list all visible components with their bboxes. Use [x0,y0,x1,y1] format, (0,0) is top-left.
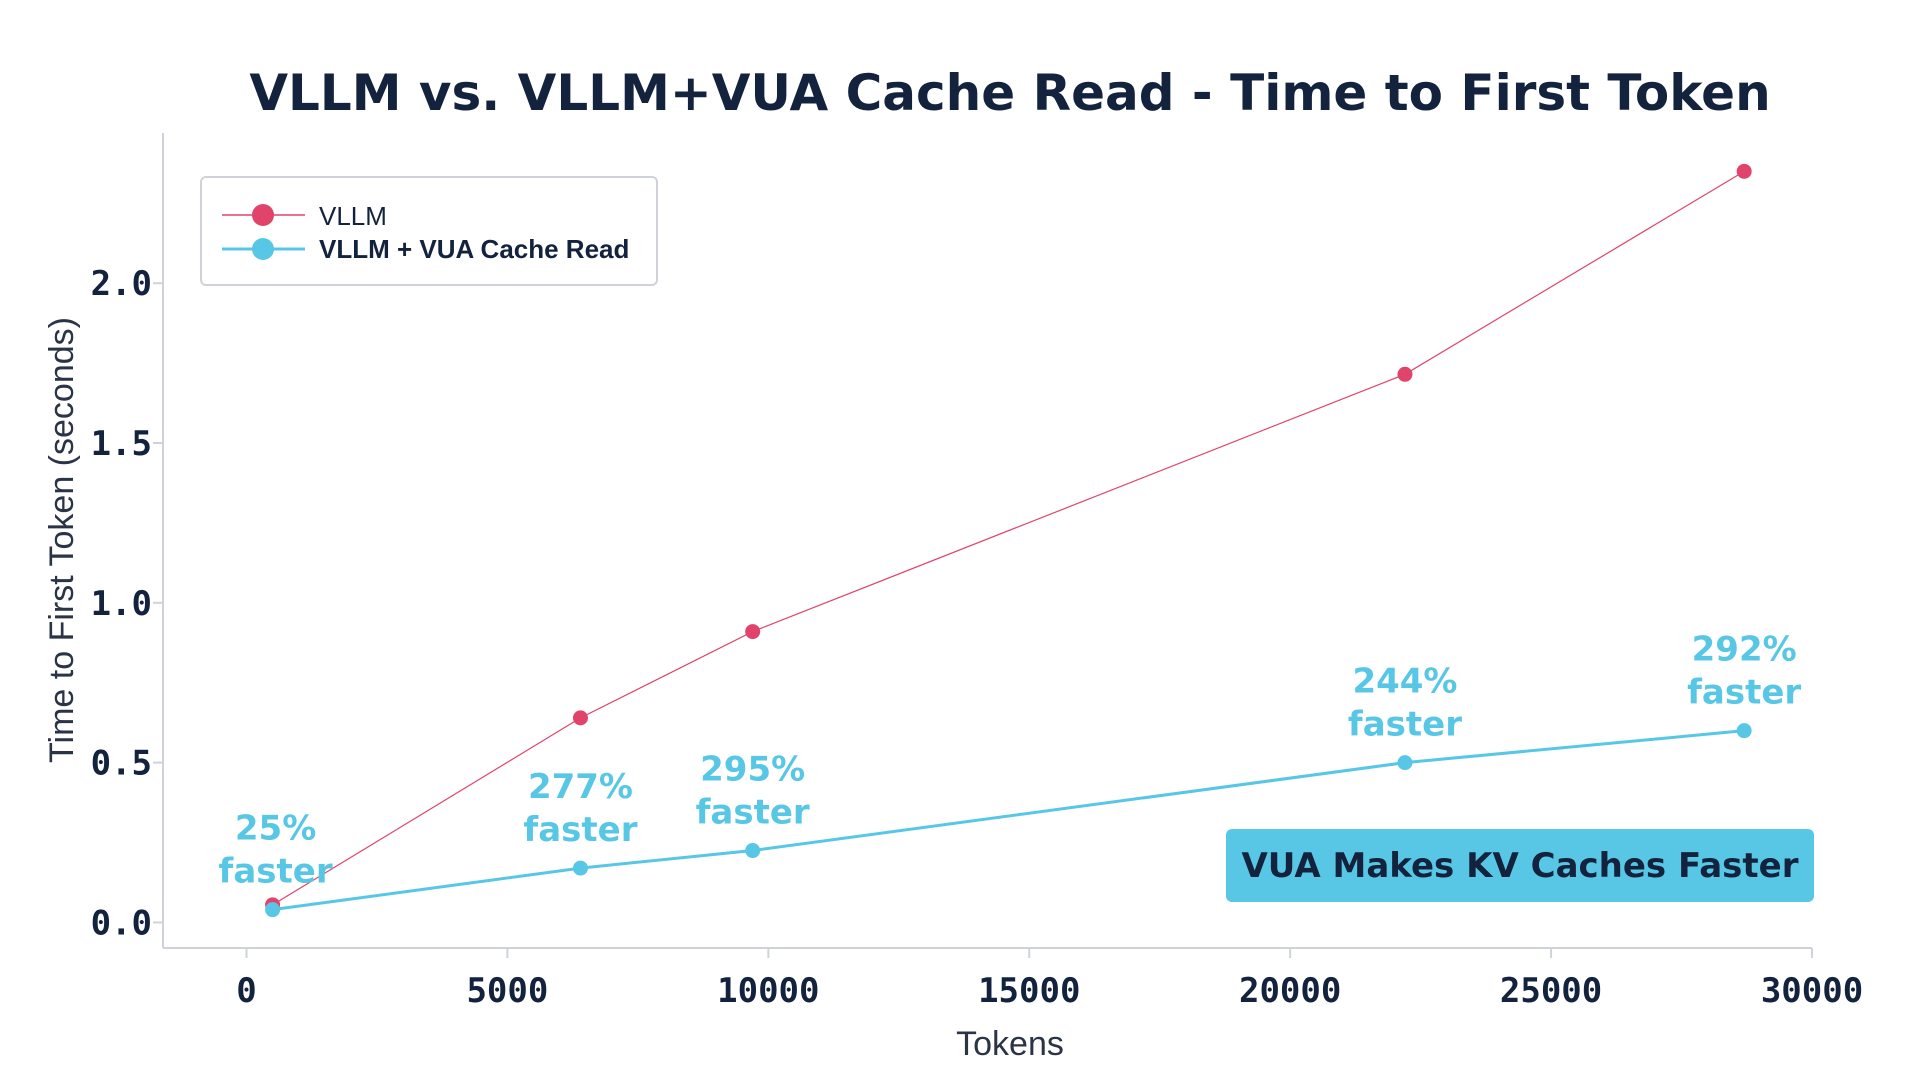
x-tick-label: 10000 [717,971,819,1011]
y-tick-label: 1.0 [91,584,152,624]
legend-box [200,176,658,286]
data-point-vllm [1736,163,1752,179]
callout-box [1226,829,1814,902]
data-point-vllm [745,624,761,640]
axes [162,133,1812,949]
chart-title: VLLM vs. VLLM+VUA Cache Read - Time to F… [249,64,1770,122]
data-point-vllm-vua [572,860,588,876]
legend-label-vllm: VLLM [319,201,387,231]
data-point-vllm-vua [1397,755,1413,771]
x-axis-label: Tokens [956,1025,1064,1063]
speedup-label-suffix: faster [1348,705,1462,745]
y-tick-label: 0.5 [91,744,152,784]
speedup-label-suffix: faster [523,810,637,850]
speedup-label-suffix: faster [1687,673,1801,713]
callout-text: VUA Makes KV Caches Faster [1241,846,1798,886]
speedup-label: 292% [1692,630,1797,670]
x-tick-label: 15000 [978,971,1080,1011]
y-tick-label: 0.0 [91,903,152,943]
speedup-label: 295% [700,750,805,790]
x-tick-label: 25000 [1500,971,1602,1011]
data-point-vllm-vua [1736,723,1752,739]
legend-swatch-marker-vllm [252,204,274,226]
data-point-vllm [572,710,588,726]
data-point-vllm [1397,366,1413,382]
x-tick-label: 20000 [1239,971,1341,1011]
y-tick-label: 2.0 [91,264,152,304]
speedup-label-suffix: faster [696,793,810,833]
data-point-vllm-vua [745,843,761,859]
legend: VLLM VLLM + VUA Cache Read [200,176,658,286]
callout: VUA Makes KV Caches Faster [1226,829,1814,902]
data-point-vllm-vua [265,902,281,918]
legend-swatch-marker-vua [252,238,274,260]
legend-label-vua: VLLM + VUA Cache Read [319,234,629,264]
x-tick-label: 0 [236,971,256,1011]
x-tick-label: 5000 [466,971,548,1011]
y-tick-label: 1.5 [91,424,152,464]
speedup-label: 244% [1352,662,1457,702]
speedup-label-suffix: faster [219,852,333,892]
y-axis-label: Time to First Token (seconds) [43,317,81,763]
speedup-label: 277% [528,767,633,807]
x-tick-label: 30000 [1761,971,1863,1011]
speedup-label: 25% [235,809,316,849]
